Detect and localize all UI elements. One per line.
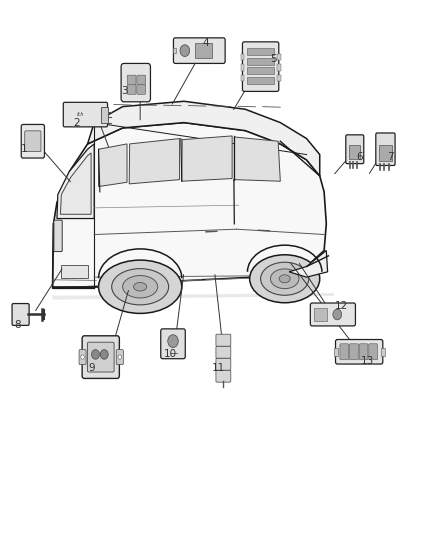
Circle shape — [92, 350, 99, 359]
FancyBboxPatch shape — [369, 344, 378, 360]
FancyBboxPatch shape — [12, 304, 29, 325]
Bar — [379, 144, 392, 161]
FancyBboxPatch shape — [87, 342, 114, 372]
Text: 13: 13 — [361, 356, 374, 366]
Bar — [173, 48, 176, 53]
Bar — [277, 64, 280, 70]
Polygon shape — [234, 137, 280, 181]
Circle shape — [180, 45, 190, 56]
Circle shape — [81, 355, 84, 359]
Polygon shape — [88, 101, 320, 176]
Bar — [240, 53, 244, 60]
FancyBboxPatch shape — [350, 344, 358, 360]
Bar — [61, 265, 88, 278]
Text: fch: fch — [76, 112, 84, 117]
Ellipse shape — [112, 269, 169, 305]
Bar — [101, 107, 107, 123]
Polygon shape — [99, 144, 127, 187]
Text: 11: 11 — [212, 363, 225, 373]
FancyBboxPatch shape — [137, 75, 145, 85]
Text: 12: 12 — [335, 302, 348, 311]
FancyBboxPatch shape — [21, 125, 45, 158]
Text: 5: 5 — [270, 54, 277, 63]
FancyBboxPatch shape — [121, 63, 150, 102]
Bar — [314, 308, 326, 321]
Bar — [350, 145, 360, 159]
Text: 4: 4 — [202, 38, 209, 47]
Ellipse shape — [250, 255, 320, 303]
Bar — [240, 64, 244, 70]
Ellipse shape — [261, 262, 309, 295]
Bar — [247, 77, 274, 84]
FancyBboxPatch shape — [173, 38, 225, 63]
FancyBboxPatch shape — [310, 303, 356, 326]
FancyBboxPatch shape — [161, 329, 185, 359]
Text: 1: 1 — [21, 144, 28, 154]
Polygon shape — [289, 251, 328, 277]
Bar — [277, 75, 280, 81]
Bar — [247, 58, 274, 64]
Polygon shape — [182, 136, 232, 181]
Bar — [334, 348, 338, 356]
Bar — [195, 43, 212, 58]
Ellipse shape — [134, 282, 147, 291]
Ellipse shape — [270, 269, 299, 289]
FancyBboxPatch shape — [137, 85, 145, 94]
Text: 8: 8 — [14, 320, 21, 330]
Bar — [381, 348, 385, 356]
Ellipse shape — [279, 275, 290, 282]
FancyBboxPatch shape — [216, 370, 231, 382]
Polygon shape — [57, 144, 94, 219]
FancyBboxPatch shape — [117, 350, 124, 365]
FancyBboxPatch shape — [54, 220, 62, 252]
Polygon shape — [60, 153, 91, 214]
Polygon shape — [53, 123, 326, 288]
FancyBboxPatch shape — [79, 350, 86, 365]
FancyBboxPatch shape — [127, 85, 136, 94]
Bar — [240, 75, 244, 81]
FancyBboxPatch shape — [359, 344, 368, 360]
Circle shape — [168, 335, 178, 348]
Text: 7: 7 — [387, 152, 394, 162]
FancyBboxPatch shape — [243, 42, 279, 92]
Text: 6: 6 — [356, 152, 363, 162]
FancyBboxPatch shape — [64, 102, 108, 127]
Circle shape — [333, 309, 342, 320]
FancyBboxPatch shape — [25, 131, 41, 151]
FancyBboxPatch shape — [216, 334, 231, 346]
Circle shape — [118, 355, 121, 359]
Bar — [277, 53, 280, 60]
FancyBboxPatch shape — [346, 135, 364, 164]
FancyBboxPatch shape — [336, 340, 383, 364]
Polygon shape — [129, 139, 180, 184]
FancyBboxPatch shape — [340, 344, 349, 360]
Text: 2: 2 — [73, 118, 80, 127]
Text: 10: 10 — [164, 350, 177, 359]
Text: 9: 9 — [88, 363, 95, 373]
Circle shape — [100, 350, 108, 359]
FancyBboxPatch shape — [82, 336, 119, 378]
Ellipse shape — [99, 260, 182, 313]
Bar — [247, 67, 274, 74]
Text: 3: 3 — [121, 86, 128, 95]
FancyBboxPatch shape — [376, 133, 395, 165]
Bar — [247, 48, 274, 55]
FancyBboxPatch shape — [127, 75, 136, 85]
FancyBboxPatch shape — [216, 346, 231, 358]
Ellipse shape — [123, 276, 158, 298]
FancyBboxPatch shape — [216, 358, 231, 370]
